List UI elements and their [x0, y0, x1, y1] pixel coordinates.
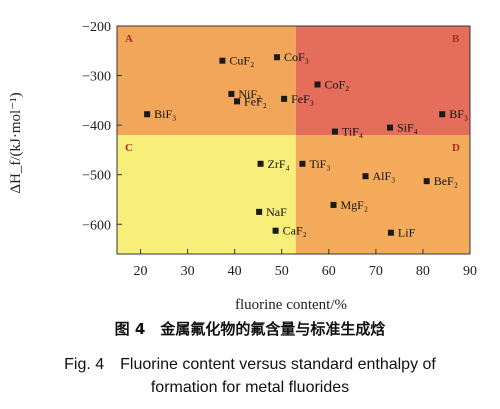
- data-point-label: NiF₂: [238, 87, 261, 101]
- figure-caption-english-line1: Fig. 4 Fluorine content versus standard …: [64, 356, 436, 373]
- data-point-label: BF₃: [449, 107, 468, 121]
- data-point-label: ZrF₄: [268, 157, 290, 171]
- data-point-label: TiF₄: [342, 125, 363, 139]
- x-tick-label: 70: [369, 264, 383, 279]
- region-a: [117, 26, 296, 136]
- region-c: [117, 135, 296, 254]
- data-point: [299, 160, 306, 167]
- figure-caption-chinese: 图 4 金属氟化物的氟含量与标准生成焓: [114, 320, 386, 338]
- data-point-label: CoF₃: [284, 50, 309, 64]
- data-point-label: MgF₂: [341, 198, 369, 212]
- scatter-chart: A B C D 20 30 40 50 60 70 80 90 −200 −300 −400 −500 −60…: [8, 20, 477, 313]
- data-point: [331, 128, 338, 135]
- y-tick-label: −400: [82, 119, 111, 134]
- data-point: [330, 201, 337, 208]
- x-tick-label: 90: [463, 264, 477, 279]
- data-point: [439, 111, 446, 118]
- y-axis-label: ΔH_f/(kJ·mol⁻¹): [8, 92, 24, 193]
- data-point-label: CoF₂: [325, 77, 350, 91]
- y-tick-label: −300: [82, 70, 111, 85]
- data-point-label: AlF₃: [373, 169, 396, 183]
- data-point-label: BeF₂: [434, 174, 458, 188]
- data-point: [314, 81, 321, 88]
- data-point-label: CuF₂: [229, 54, 254, 68]
- y-tick-label: −500: [82, 169, 111, 184]
- region-label-b: B: [452, 33, 460, 45]
- plot-border: [116, 25, 471, 255]
- data-point: [386, 124, 393, 131]
- region-d: [295, 135, 470, 254]
- data-point: [362, 173, 369, 180]
- x-tick-label: 20: [134, 264, 148, 279]
- y-tick-label: −200: [82, 20, 111, 35]
- data-point-label: BiF₃: [154, 107, 176, 121]
- data-point: [272, 227, 279, 234]
- data-point: [228, 90, 235, 97]
- x-axis-label: fluorine content/%: [235, 297, 347, 313]
- data-point: [256, 208, 263, 215]
- data-point: [219, 57, 226, 64]
- x-tick-label: 40: [228, 264, 242, 279]
- plot-frame: [116, 25, 471, 255]
- data-point: [281, 95, 288, 102]
- x-tick-label: 80: [416, 264, 430, 279]
- data-point: [257, 160, 264, 167]
- x-tick-label: 50: [275, 264, 289, 279]
- region-label-a: A: [125, 33, 133, 45]
- data-point: [387, 229, 394, 236]
- data-point-label: SiF₄: [397, 121, 418, 135]
- data-point-label: FeF₃: [291, 92, 314, 106]
- region-label-c: C: [125, 142, 133, 154]
- region-label-d: D: [452, 142, 460, 154]
- x-tick-label: 60: [322, 264, 336, 279]
- data-point-label: LiF: [398, 226, 416, 240]
- data-point: [423, 178, 430, 185]
- x-tick-label: 30: [181, 264, 195, 279]
- region-b: [295, 26, 470, 136]
- data-point: [234, 98, 241, 105]
- data-point-label: NaF: [266, 205, 287, 219]
- y-tick-label: −600: [82, 218, 111, 233]
- data-point-label: FeF₂: [244, 94, 267, 108]
- data-point-label: TiF₃: [309, 157, 330, 171]
- data-point: [274, 54, 281, 61]
- region-layer: A B C D: [117, 26, 470, 254]
- data-point: [144, 111, 151, 118]
- axis-ticks: 20 30 40 50 60 70 80 90 −200 −300 −400 −500 −600: [82, 20, 477, 279]
- figure-caption-english-line2: formation for metal fluorides: [150, 379, 350, 396]
- data-point-label: CaF₂: [283, 224, 307, 238]
